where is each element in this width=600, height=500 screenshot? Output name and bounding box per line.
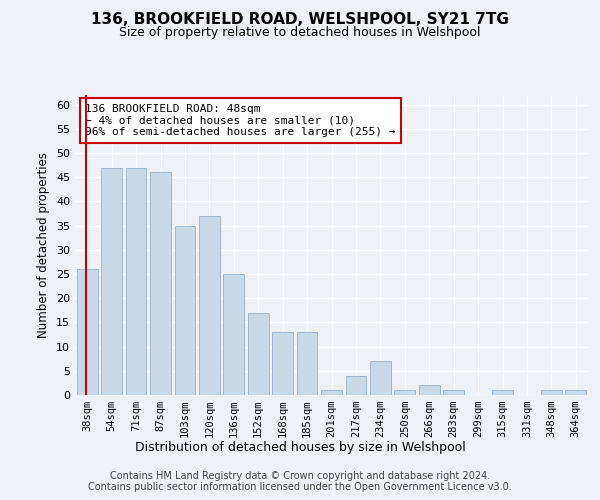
Bar bbox=[199, 216, 220, 395]
Bar bbox=[565, 390, 586, 395]
Bar bbox=[248, 312, 269, 395]
Bar bbox=[101, 168, 122, 395]
Y-axis label: Number of detached properties: Number of detached properties bbox=[37, 152, 50, 338]
Text: 136, BROOKFIELD ROAD, WELSHPOOL, SY21 7TG: 136, BROOKFIELD ROAD, WELSHPOOL, SY21 7T… bbox=[91, 12, 509, 28]
Bar bbox=[492, 390, 513, 395]
Bar bbox=[150, 172, 171, 395]
Bar bbox=[443, 390, 464, 395]
Bar bbox=[370, 361, 391, 395]
Bar bbox=[321, 390, 342, 395]
Bar bbox=[272, 332, 293, 395]
Bar bbox=[77, 269, 98, 395]
Bar bbox=[175, 226, 196, 395]
Bar bbox=[125, 168, 146, 395]
Bar bbox=[346, 376, 367, 395]
Text: Size of property relative to detached houses in Welshpool: Size of property relative to detached ho… bbox=[119, 26, 481, 39]
Text: 136 BROOKFIELD ROAD: 48sqm
← 4% of detached houses are smaller (10)
96% of semi-: 136 BROOKFIELD ROAD: 48sqm ← 4% of detac… bbox=[85, 104, 396, 137]
Text: Contains HM Land Registry data © Crown copyright and database right 2024.: Contains HM Land Registry data © Crown c… bbox=[110, 471, 490, 481]
Bar bbox=[419, 386, 440, 395]
Bar bbox=[541, 390, 562, 395]
Bar bbox=[394, 390, 415, 395]
Bar bbox=[223, 274, 244, 395]
Bar bbox=[296, 332, 317, 395]
Text: Contains public sector information licensed under the Open Government Licence v3: Contains public sector information licen… bbox=[88, 482, 512, 492]
Text: Distribution of detached houses by size in Welshpool: Distribution of detached houses by size … bbox=[134, 441, 466, 454]
